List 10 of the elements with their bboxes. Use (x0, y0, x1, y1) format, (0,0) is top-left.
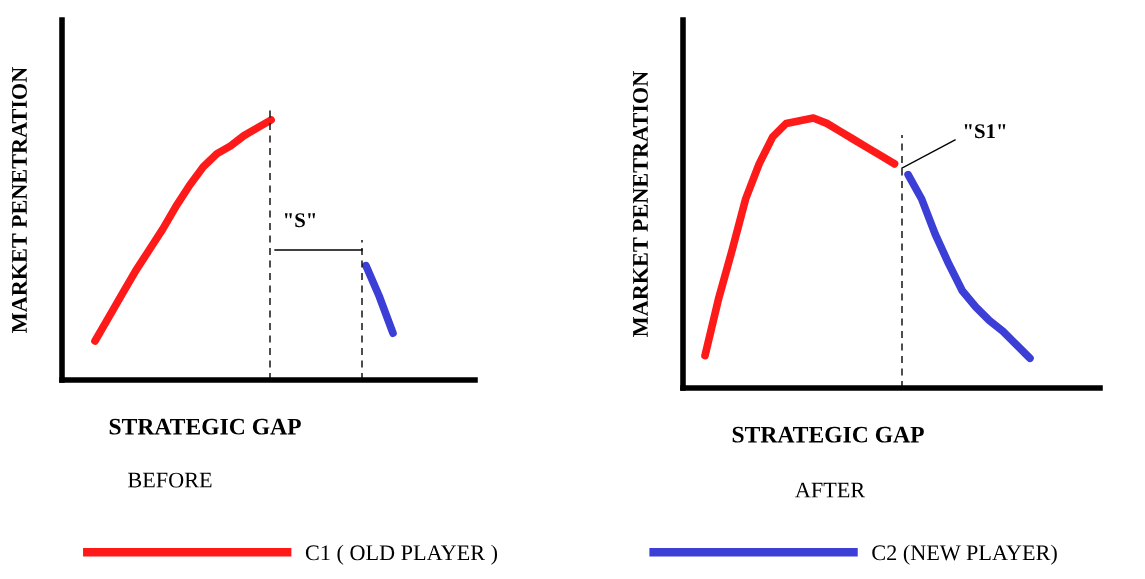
x-axis-title: STRATEGIC GAP (732, 426, 924, 443)
text: C1 ( OLD PLAYER ) (305, 544, 498, 565)
text: C2 (NEW PLAYER) (872, 544, 1057, 565)
text: BEFORE (128, 472, 212, 488)
x-axis-title: STRATEGIC GAP (109, 418, 301, 435)
annotation: "S" (284, 213, 316, 228)
text: AFTER (795, 482, 866, 498)
y-axis-title: MARKET PENETRATION (633, 71, 648, 337)
y-axis-title: MARKET PENETRATION (12, 67, 27, 333)
annotation: "S1" (964, 124, 1006, 139)
